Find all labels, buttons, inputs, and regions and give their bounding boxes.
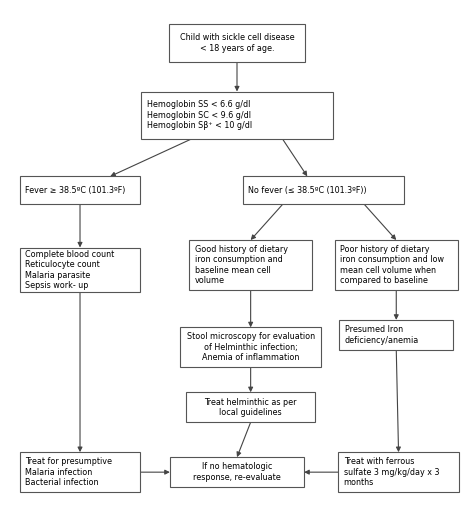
Text: Stool microscopy for evaluation
of Helminthic infection;
Anemia of inflammation: Stool microscopy for evaluation of Helmi… [187,332,315,362]
FancyBboxPatch shape [20,176,140,204]
FancyBboxPatch shape [141,92,333,139]
FancyBboxPatch shape [169,24,305,61]
Text: Good history of dietary
iron consumption and
baseline mean cell
volume: Good history of dietary iron consumption… [195,245,288,285]
FancyBboxPatch shape [186,392,316,422]
Text: Treat for presumptive
Malaria infection
Bacterial infection: Treat for presumptive Malaria infection … [25,457,112,487]
FancyBboxPatch shape [339,320,453,350]
FancyBboxPatch shape [338,452,459,492]
FancyBboxPatch shape [189,240,312,290]
Text: No fever (≤ 38.5ºC (101.3ºF)): No fever (≤ 38.5ºC (101.3ºF)) [248,186,367,194]
Text: Treat helminthic as per
local guidelines: Treat helminthic as per local guidelines [204,398,297,417]
FancyBboxPatch shape [20,248,140,292]
FancyBboxPatch shape [170,457,304,487]
FancyBboxPatch shape [243,176,404,204]
Text: Complete blood count
Reticulocyte count
Malaria parasite
Sepsis work- up: Complete blood count Reticulocyte count … [25,250,114,290]
Text: Poor history of dietary
iron consumption and low
mean cell volume when
compared : Poor history of dietary iron consumption… [340,245,444,285]
Text: If no hematologic
response, re-evaluate: If no hematologic response, re-evaluate [193,462,281,482]
FancyBboxPatch shape [335,240,458,290]
FancyBboxPatch shape [20,452,140,492]
Text: Treat with ferrous
sulfate 3 mg/kg/day x 3
months: Treat with ferrous sulfate 3 mg/kg/day x… [344,457,439,487]
Text: Child with sickle cell disease
< 18 years of age.: Child with sickle cell disease < 18 year… [180,33,294,53]
FancyBboxPatch shape [180,328,321,367]
Text: Presumed Iron
deficiency/anemia: Presumed Iron deficiency/anemia [345,325,419,345]
Text: Fever ≥ 38.5ºC (101.3ºF): Fever ≥ 38.5ºC (101.3ºF) [25,186,126,194]
Text: Hemoglobin SS < 6.6 g/dl
Hemoglobin SC < 9.6 g/dl
Hemoglobin Sβ⁺ < 10 g/dl: Hemoglobin SS < 6.6 g/dl Hemoglobin SC <… [147,100,252,130]
